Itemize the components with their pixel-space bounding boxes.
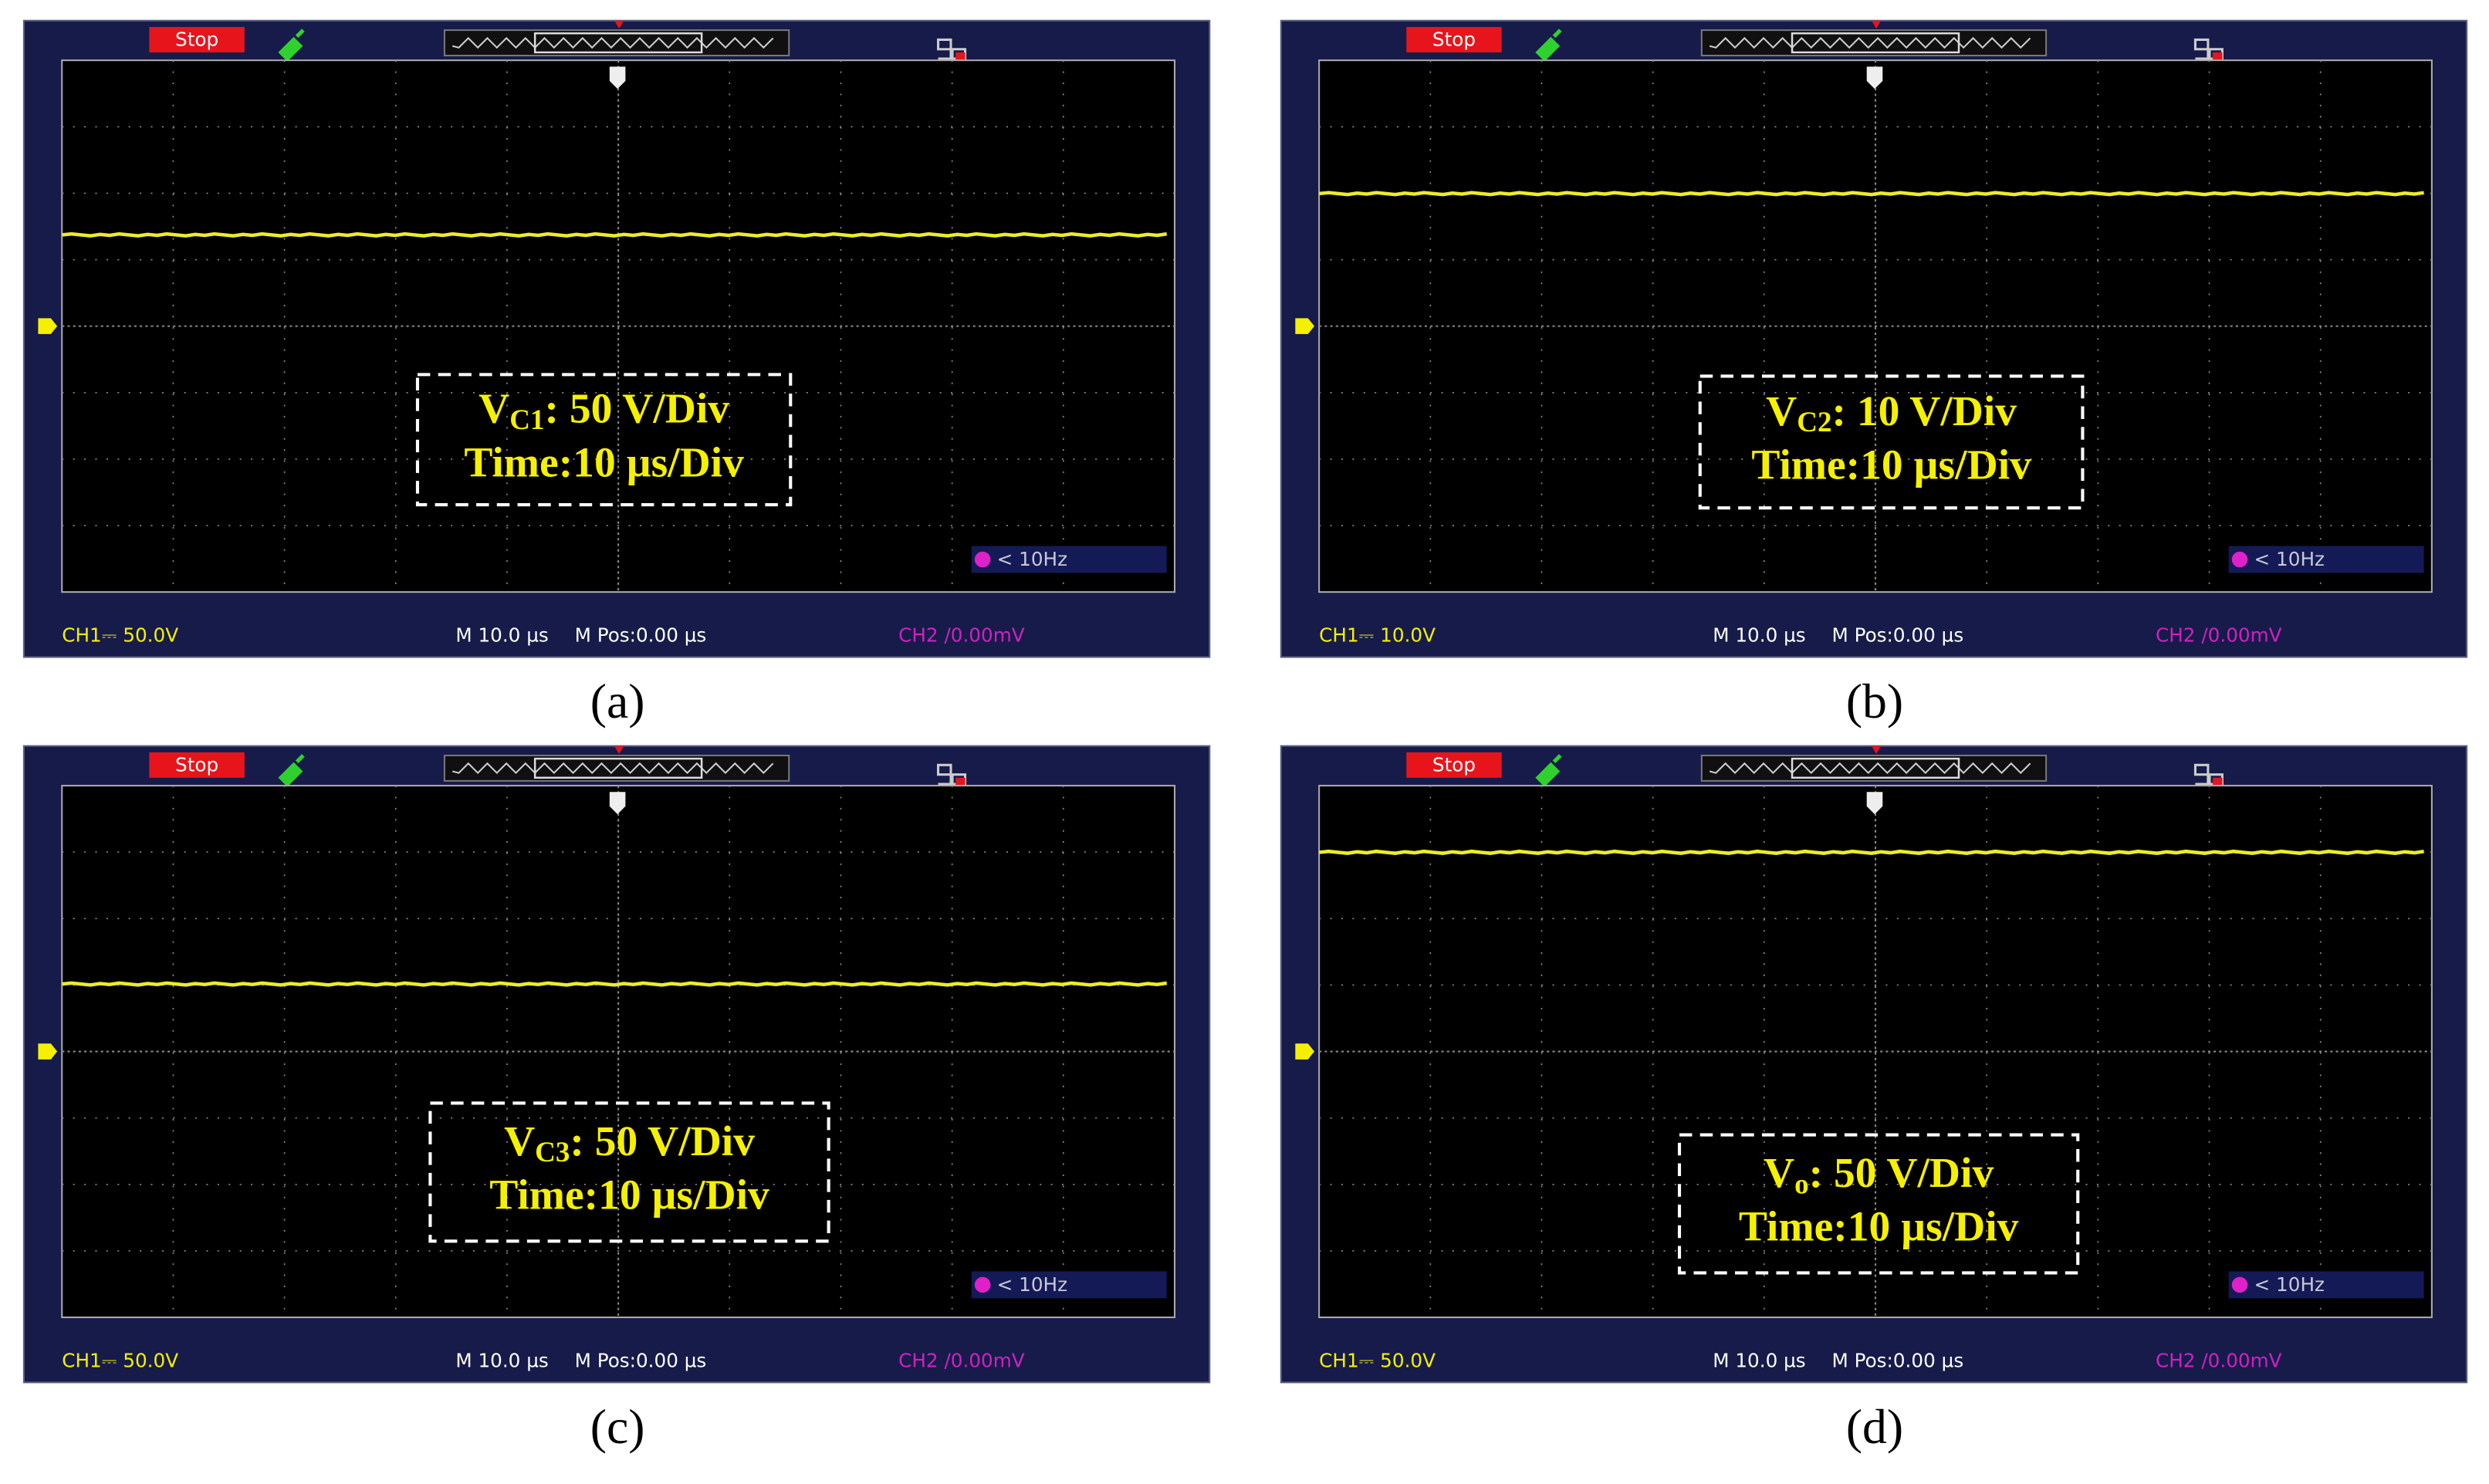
timebase: M 10.0 µs xyxy=(1713,624,1805,647)
ch1-setting: CH1⎓ 50.0V xyxy=(62,1350,178,1372)
trigger-pos-marker xyxy=(1871,745,1882,754)
status-badge xyxy=(149,26,245,52)
status-text: Stop xyxy=(1432,28,1476,50)
trigger-marker xyxy=(1866,792,1883,815)
ch1-trace xyxy=(62,232,1168,238)
channel-marker xyxy=(38,318,58,334)
trigger-freq-icon xyxy=(974,551,991,568)
annotation-scale: VC2: 10 V/Div xyxy=(1766,388,2017,438)
annotation-scale-value: : 50 V/Div xyxy=(570,1118,755,1165)
status-text: Stop xyxy=(175,28,218,50)
memory-window xyxy=(1791,32,1960,54)
memory-window xyxy=(533,757,703,779)
annotation-time: Time:10 µs/Div xyxy=(489,1172,769,1219)
panel-caption: (c) xyxy=(590,1399,645,1454)
channel-marker xyxy=(1295,1043,1314,1060)
annotation-symbol: V xyxy=(1764,1150,1794,1197)
trigger-freq-box xyxy=(971,1271,1167,1299)
memory-window xyxy=(1791,757,1960,779)
trigger-freq-icon xyxy=(974,1276,991,1293)
memory-wave xyxy=(451,36,774,49)
timebase: M 10.0 µs xyxy=(455,1350,548,1372)
annotation-scale: VC3: 50 V/Div xyxy=(504,1118,755,1168)
main-position: M Pos:0.00 µs xyxy=(575,1350,707,1372)
ch1-trace xyxy=(1318,849,2424,855)
annotation-scale: Vo: 50 V/Div xyxy=(1764,1150,1994,1200)
ch1-setting: CH1⎓ 50.0V xyxy=(62,624,178,647)
status-badge xyxy=(149,752,245,778)
memory-window xyxy=(533,32,703,54)
probe-icon xyxy=(278,754,305,787)
ch2-setting: CH2 /0.00mV xyxy=(898,1350,1025,1372)
trigger-freq-icon xyxy=(2231,551,2248,568)
annotation-box xyxy=(1698,374,2085,510)
trigger-freq: < 10Hz xyxy=(997,1273,1067,1296)
status-badge xyxy=(1406,752,1502,778)
annotation-subscript: o xyxy=(1794,1168,1809,1200)
trigger-marker xyxy=(609,792,626,815)
probe-icon xyxy=(1535,754,1562,787)
panel-caption: (a) xyxy=(590,674,645,728)
annotation-scale-value: : 10 V/Div xyxy=(1831,388,2017,435)
network-icon-red xyxy=(2213,777,2223,786)
trigger-freq-box xyxy=(2228,1271,2424,1299)
timebase: M 10.0 µs xyxy=(1713,1350,1805,1372)
annotation-time: Time:10 µs/Div xyxy=(1739,1204,2019,1251)
ch1-setting: CH1⎓ 10.0V xyxy=(1319,624,1436,647)
ch1-setting: CH1⎓ 50.0V xyxy=(1319,1350,1436,1372)
trigger-marker xyxy=(1866,66,1883,90)
annotation-symbol: V xyxy=(1766,388,1797,435)
trigger-freq-icon xyxy=(2231,1276,2248,1293)
memory-wave xyxy=(1709,762,2031,775)
probe-icon xyxy=(278,29,305,62)
network-icon-red xyxy=(955,777,966,786)
annotation-subscript: C3 xyxy=(535,1137,570,1168)
ch2-setting: CH2 /0.00mV xyxy=(2156,624,2282,647)
annotation-subscript: C1 xyxy=(509,404,544,436)
trigger-pos-marker xyxy=(614,745,624,754)
ch1-trace xyxy=(62,981,1168,987)
status-badge xyxy=(1406,26,1502,52)
channel-marker xyxy=(1295,318,1314,334)
trigger-freq-box xyxy=(2228,546,2424,573)
channel-marker xyxy=(38,1043,58,1060)
main-position: M Pos:0.00 µs xyxy=(575,624,707,647)
ch1-trace xyxy=(1318,191,2424,197)
annotation-symbol: V xyxy=(504,1118,535,1165)
trigger-marker xyxy=(609,66,626,90)
network-icon-red xyxy=(2213,52,2223,61)
main-position: M Pos:0.00 µs xyxy=(1831,1350,1963,1372)
probe-icon xyxy=(1535,29,1562,62)
trigger-freq: < 10Hz xyxy=(997,548,1067,570)
network-icon-red xyxy=(955,52,966,61)
ch2-setting: CH2 /0.00mV xyxy=(2156,1350,2282,1372)
annotation-scale-value: : 50 V/Div xyxy=(545,385,730,432)
annotation-subscript: C2 xyxy=(1797,407,1831,438)
panel-caption: (d) xyxy=(1846,1399,1903,1454)
status-text: Stop xyxy=(1432,753,1476,776)
main-position: M Pos:0.00 µs xyxy=(1831,624,1963,647)
trigger-pos-marker xyxy=(614,20,624,29)
panel-caption: (b) xyxy=(1846,674,1903,728)
annotation-box xyxy=(415,373,793,507)
annotation-symbol: V xyxy=(479,385,509,432)
memory-wave xyxy=(1709,36,2031,49)
annotation-time: Time:10 µs/Div xyxy=(1751,442,2031,489)
trigger-freq: < 10Hz xyxy=(2254,1273,2325,1296)
trigger-freq-box xyxy=(971,546,1167,573)
annotation-scale: VC1: 50 V/Div xyxy=(479,385,729,435)
trigger-freq: < 10Hz xyxy=(2254,548,2325,570)
annotation-time: Time:10 µs/Div xyxy=(464,439,744,486)
memory-wave xyxy=(451,762,774,775)
timebase: M 10.0 µs xyxy=(455,624,548,647)
annotation-scale-value: : 50 V/Div xyxy=(1809,1150,1994,1197)
ch2-setting: CH2 /0.00mV xyxy=(898,624,1025,647)
status-text: Stop xyxy=(175,753,218,776)
trigger-pos-marker xyxy=(1871,20,1882,29)
